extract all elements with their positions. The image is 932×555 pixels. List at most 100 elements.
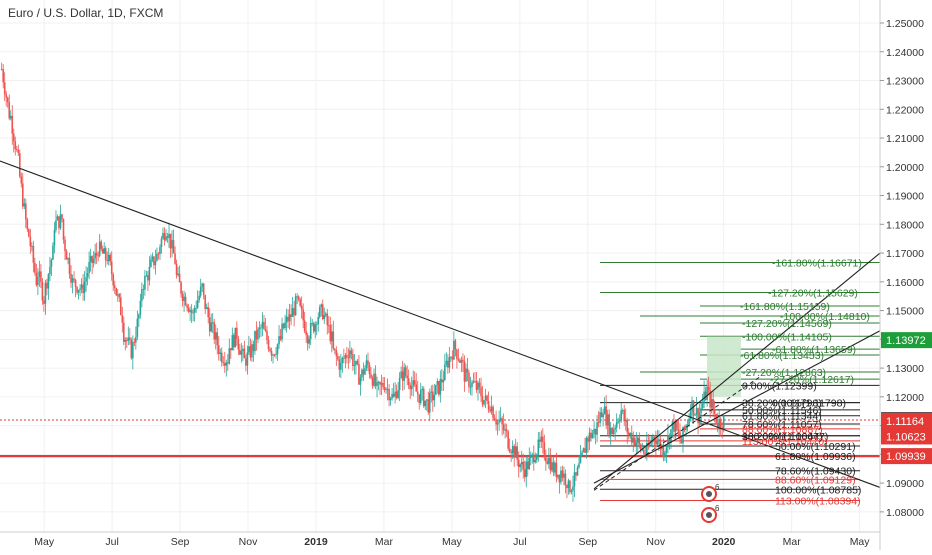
candle-body bbox=[551, 462, 553, 471]
candle-body bbox=[655, 437, 657, 445]
candle-body bbox=[297, 296, 300, 300]
candle-body bbox=[329, 325, 332, 342]
candle-body bbox=[110, 261, 113, 275]
candle-body bbox=[618, 419, 621, 422]
candle-body bbox=[431, 391, 434, 401]
horizontal-lines[interactable] bbox=[0, 419, 880, 458]
event-icons[interactable]: 66 bbox=[701, 483, 720, 523]
price-badge bbox=[881, 428, 932, 445]
candle-body bbox=[508, 448, 511, 452]
candle-body bbox=[643, 449, 645, 454]
candle-body bbox=[511, 446, 514, 454]
candle-body bbox=[534, 459, 537, 463]
candle-body bbox=[493, 417, 496, 421]
trend-lines[interactable] bbox=[0, 160, 881, 491]
fib-retracement-tool[interactable] bbox=[600, 262, 880, 502]
candle-body bbox=[445, 360, 448, 365]
candle-body bbox=[126, 339, 128, 341]
trend-line-dashed bbox=[593, 376, 761, 491]
fib-level-label: 61.80%(1.11344) bbox=[742, 411, 822, 423]
candle-body bbox=[46, 282, 48, 289]
candle-body bbox=[484, 395, 487, 401]
candle-body bbox=[220, 352, 223, 363]
candle-body bbox=[513, 446, 515, 458]
candle-body bbox=[121, 315, 124, 323]
time-tick-label: 2019 bbox=[304, 536, 328, 548]
candle-body bbox=[415, 384, 418, 392]
time-tick-label: Mar bbox=[375, 536, 394, 548]
candle-body bbox=[296, 296, 298, 298]
candle-body bbox=[276, 344, 279, 354]
candle-body bbox=[603, 406, 606, 414]
candle-body bbox=[40, 271, 42, 282]
fib-level-label: 61.80%(1.09936) bbox=[775, 451, 856, 463]
candle-body bbox=[9, 115, 12, 119]
candle-body bbox=[629, 433, 632, 436]
candle-body bbox=[159, 247, 161, 254]
candle-body bbox=[474, 381, 476, 382]
candle-body bbox=[77, 289, 80, 293]
price-badge bbox=[881, 448, 932, 465]
candle-body bbox=[145, 275, 148, 277]
candle-body bbox=[632, 437, 635, 443]
candle-body bbox=[546, 461, 549, 464]
candle-body bbox=[156, 253, 158, 261]
candle-body bbox=[260, 327, 262, 329]
fib-level-label: -127.20%(1.15629) bbox=[768, 287, 858, 299]
candle-body bbox=[688, 418, 690, 425]
candle-body bbox=[62, 219, 65, 240]
candle-body bbox=[196, 300, 199, 308]
fib-level-label: -100.00%(1.14105) bbox=[742, 331, 832, 343]
candle-body bbox=[706, 386, 708, 400]
candle-body bbox=[444, 364, 446, 380]
candle-body bbox=[28, 229, 30, 237]
candle-body bbox=[686, 424, 689, 426]
candle-body bbox=[600, 412, 603, 418]
candle-body bbox=[401, 371, 404, 381]
candle-body bbox=[344, 355, 347, 359]
candle-body bbox=[331, 331, 333, 342]
candle-body bbox=[397, 390, 399, 398]
candle-body bbox=[662, 445, 665, 458]
candle-body bbox=[119, 297, 122, 316]
candle-body bbox=[606, 414, 609, 426]
candle-body bbox=[450, 356, 452, 358]
candle-body bbox=[590, 432, 592, 439]
candle-body bbox=[68, 258, 71, 275]
candle-body bbox=[32, 245, 35, 263]
candle-body bbox=[251, 344, 253, 358]
candle-body bbox=[552, 462, 555, 473]
candle-body bbox=[340, 362, 342, 370]
time-axis[interactable]: May Jul Sep Nov 2019 Mar May Jul Sep Nov 2020 Mar Ma… bbox=[0, 531, 880, 548]
candle-body bbox=[413, 380, 416, 385]
candle-body bbox=[103, 248, 105, 254]
candle-body bbox=[623, 410, 626, 422]
candle-body bbox=[689, 411, 692, 419]
candle-body bbox=[358, 364, 360, 385]
candle-body bbox=[216, 332, 219, 346]
candle-body bbox=[502, 424, 505, 431]
candle-body bbox=[383, 387, 386, 391]
candle-body bbox=[192, 312, 194, 314]
candle-body bbox=[370, 374, 372, 378]
fib-level-label: 50.00%(1.11546) bbox=[742, 405, 822, 417]
candle-body bbox=[275, 353, 277, 356]
candle-body bbox=[364, 368, 366, 375]
candle-body bbox=[505, 429, 508, 432]
candle-body bbox=[266, 330, 268, 340]
candle-body bbox=[532, 454, 535, 463]
candle-body bbox=[665, 447, 668, 453]
candle-body bbox=[359, 377, 362, 385]
candle-body bbox=[496, 422, 499, 425]
candle-body bbox=[41, 281, 44, 301]
candle-body bbox=[713, 409, 716, 414]
price-tick-label: 1.18000 bbox=[886, 219, 924, 231]
price-badge-label: 1.11164 bbox=[886, 416, 924, 428]
candle-body bbox=[14, 141, 17, 150]
candle-body bbox=[180, 282, 182, 294]
candle-body bbox=[388, 388, 390, 401]
candle-body bbox=[433, 394, 436, 401]
event-count: 6 bbox=[715, 483, 720, 492]
projection-box[interactable] bbox=[707, 336, 741, 397]
